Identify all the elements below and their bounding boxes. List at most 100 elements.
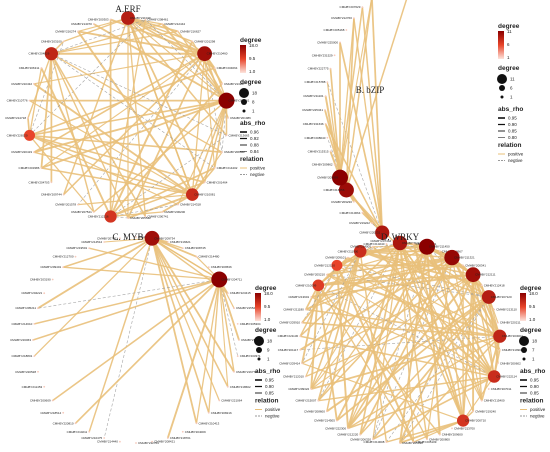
edge-negative xyxy=(318,285,495,377)
edge-positive xyxy=(218,279,235,372)
gene-node xyxy=(144,18,147,21)
legend-relation-title: relation xyxy=(498,142,522,149)
gene-node xyxy=(144,215,147,218)
node-label: CMHBY209101 xyxy=(325,256,346,260)
edge-positive xyxy=(77,30,194,196)
gene-node xyxy=(324,95,327,97)
node-label: CMHBY212444 xyxy=(164,22,185,26)
node-label: CMHBY201464 xyxy=(207,180,228,184)
gene-node xyxy=(336,419,338,422)
legend-relation-tick: positive xyxy=(250,166,266,171)
edge-positive xyxy=(37,237,153,309)
edge-positive xyxy=(29,67,215,137)
gene-node xyxy=(451,427,453,430)
gene-node xyxy=(329,67,332,70)
legend-rho-tick: 0.85 xyxy=(265,391,274,396)
legend-rho-title: abs_rho xyxy=(498,106,523,113)
edge-positive xyxy=(104,237,153,243)
node-label: CMHBY209600 xyxy=(442,433,463,437)
edge-negative xyxy=(51,53,215,169)
gene-node xyxy=(301,321,303,324)
edge-positive xyxy=(208,279,220,413)
gene-node xyxy=(353,17,355,20)
node-label: CMHBY210211 xyxy=(67,430,88,434)
edge-positive xyxy=(63,266,220,281)
node-label: CMHBY204009 xyxy=(185,430,206,434)
edge-positive xyxy=(127,17,194,195)
legend-size-dot xyxy=(254,336,264,346)
edge-positive xyxy=(40,53,53,169)
node-label: CMHBY216621 xyxy=(170,240,191,244)
hub-node xyxy=(457,414,470,427)
gene-node xyxy=(304,375,307,378)
edge-positive xyxy=(413,420,464,443)
legend-rho-title: abs_rho xyxy=(255,368,280,375)
legend-degree-tick: 1.0 xyxy=(264,317,271,322)
node-label: CMHBY210475 xyxy=(81,436,102,440)
node-label: CMHBY211101 xyxy=(303,94,324,98)
node-label: CMHBY204703 xyxy=(29,180,50,184)
node-label: CMHBY204664 xyxy=(217,66,238,70)
edge-positive xyxy=(51,23,163,55)
gene-node xyxy=(119,237,121,240)
edge-positive xyxy=(29,134,95,213)
legend-degree-tick: 18.0 xyxy=(249,43,258,48)
legend-size-tick: 6 xyxy=(510,86,513,91)
edge-positive xyxy=(74,278,220,424)
node-label: CMHBY219222 xyxy=(349,221,370,225)
node-label: CMHBY200800 xyxy=(429,437,450,441)
gene-node xyxy=(109,18,112,21)
wrky-legend: degree18.09.51.0degree1871abs_rho0.950.9… xyxy=(519,285,546,419)
legend-size-tick: 1 xyxy=(252,109,255,114)
edge-negative xyxy=(110,204,179,217)
node-label: CMHBY216274 xyxy=(55,29,76,33)
gene-node xyxy=(333,163,336,166)
gene-node xyxy=(177,30,179,33)
hub-node xyxy=(331,259,343,271)
legend-degree-colorbar xyxy=(498,31,504,59)
node-label: CMHBY204106 xyxy=(402,241,423,245)
node-label: CMHBY212220 xyxy=(337,433,358,437)
legend-size-title: degree xyxy=(255,327,277,334)
edge-positive xyxy=(462,376,495,421)
gene-node xyxy=(207,266,210,269)
legend-size-dot xyxy=(499,85,505,91)
legend-size-dot xyxy=(257,357,261,361)
gene-node xyxy=(213,67,216,69)
edge-positive xyxy=(359,251,388,443)
node-label: CMHBY205211 xyxy=(15,306,36,310)
erf-edges xyxy=(27,17,229,219)
edge-positive xyxy=(40,67,112,217)
panel-myb: CMHBY220098CMHBY209734CMHBY216621CMHBY20… xyxy=(10,230,281,445)
panel-wrky: CMHBY204106CMHBY214021CMHBY211450CMHBY21… xyxy=(278,232,546,445)
node-label: CMHBY220231 xyxy=(359,231,380,235)
node-label: CMHBY212418 xyxy=(484,283,505,287)
hub-node xyxy=(197,46,213,62)
legend-degree-tick: 9.5 xyxy=(264,304,271,309)
gene-node xyxy=(233,370,235,373)
edge-positive xyxy=(41,99,227,169)
edge-positive xyxy=(347,257,501,337)
node-label: CMHBY212120 xyxy=(314,263,335,267)
edge-positive xyxy=(151,238,210,414)
hub-node xyxy=(493,329,507,343)
gene-node xyxy=(497,362,499,365)
node-label: CMHBY209230 xyxy=(331,200,352,204)
node-label: CMHBY211900 xyxy=(338,249,359,253)
gene-node xyxy=(227,117,229,119)
gene-node xyxy=(119,440,121,443)
gene-node xyxy=(103,437,106,439)
node-label: CMHBY200741 xyxy=(147,215,168,219)
gene-node xyxy=(326,410,328,413)
gene-node xyxy=(88,430,91,433)
node-label: CMHBY208622 xyxy=(224,150,245,154)
gene-node xyxy=(372,245,374,248)
edge-positive xyxy=(317,251,361,401)
hub-node xyxy=(24,129,35,141)
node-label: CMHBY205099 xyxy=(317,176,338,180)
legend-degree-colorbar xyxy=(520,293,526,321)
gene-node xyxy=(135,236,137,238)
node-label: CMHBY203100 xyxy=(41,39,62,43)
legend-relation-tick: negtive xyxy=(530,414,545,419)
legend-degree-tick: 1 xyxy=(507,55,510,60)
